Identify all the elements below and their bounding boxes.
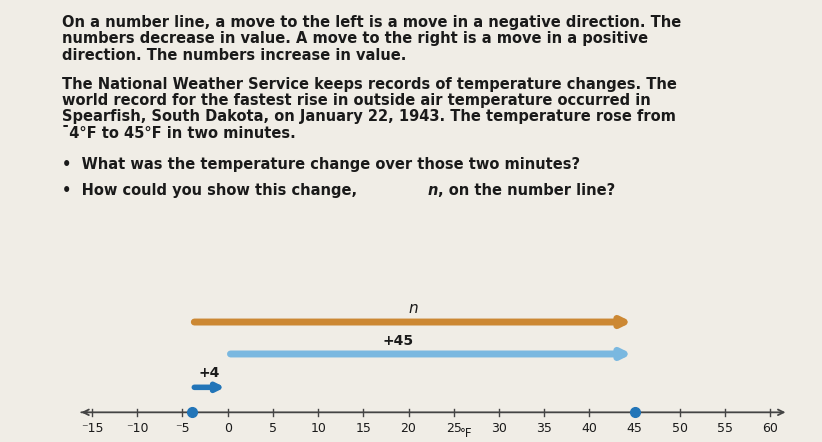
Text: 10: 10: [310, 422, 326, 435]
Text: °F: °F: [460, 427, 473, 440]
Text: 50: 50: [672, 422, 688, 435]
Text: 45: 45: [626, 422, 643, 435]
Text: 0: 0: [224, 422, 232, 435]
Text: n: n: [427, 183, 438, 198]
Text: 60: 60: [762, 422, 778, 435]
Text: , on the number line?: , on the number line?: [438, 183, 616, 198]
Text: 35: 35: [536, 422, 552, 435]
Text: 30: 30: [491, 422, 507, 435]
Text: On a number line, a move to the left is a move in a negative direction. The: On a number line, a move to the left is …: [62, 15, 681, 30]
Text: ⁻10: ⁻10: [126, 422, 149, 435]
Text: 15: 15: [355, 422, 372, 435]
Text: 25: 25: [446, 422, 462, 435]
Text: •  How could you show this change,: • How could you show this change,: [62, 183, 362, 198]
Text: numbers decrease in value. A move to the right is a move in a positive: numbers decrease in value. A move to the…: [62, 31, 648, 46]
Text: direction. The numbers increase in value.: direction. The numbers increase in value…: [62, 48, 406, 63]
Text: 40: 40: [581, 422, 598, 435]
Text: world record for the fastest rise in outside air temperature occurred in: world record for the fastest rise in out…: [62, 93, 650, 108]
Text: ⁻15: ⁻15: [81, 422, 104, 435]
Text: ¯4°F to 45°F in two minutes.: ¯4°F to 45°F in two minutes.: [62, 126, 295, 141]
Text: 5: 5: [269, 422, 277, 435]
Text: +4: +4: [199, 366, 220, 381]
Text: ⁻5: ⁻5: [175, 422, 190, 435]
Text: •  What was the temperature change over those two minutes?: • What was the temperature change over t…: [62, 156, 580, 171]
Text: +45: +45: [382, 334, 413, 348]
Text: The National Weather Service keeps records of temperature changes. The: The National Weather Service keeps recor…: [62, 76, 677, 91]
Text: 20: 20: [400, 422, 417, 435]
Text: 55: 55: [717, 422, 733, 435]
Text: Spearfish, South Dakota, on January 22, 1943. The temperature rose from: Spearfish, South Dakota, on January 22, …: [62, 110, 676, 125]
Text: n: n: [409, 301, 418, 316]
